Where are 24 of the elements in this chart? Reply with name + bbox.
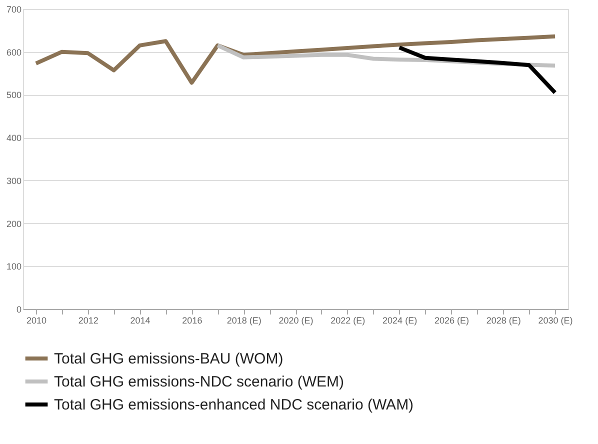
line-series [397,46,558,95]
legend-label: Total GHG emissions-BAU (WOM) [54,350,284,368]
line-series [34,34,558,85]
x-tick-label: 2016 [182,316,202,326]
x-tick-label: 2026 (E) [434,316,469,326]
y-tick-label: 500 [6,90,22,100]
x-tick-label: 2012 [78,316,98,326]
y-tick-label: 300 [6,176,22,186]
y-tick-label: 0 [16,304,22,314]
legend-label: Total GHG emissions-enhanced NDC scenario (WAM) [54,396,414,414]
x-tick-label: 2020 (E) [278,316,314,326]
x-tick-label: 2018 (E) [226,316,262,326]
y-tick-label: 100 [6,262,22,272]
legend-label: Total GHG emissions-NDC scenario (WEM) [54,374,344,390]
y-tick-label: 400 [6,133,22,144]
x-tick-label: 2028 (E) [486,316,521,326]
x-tick-label: 2030 (E) [538,316,573,326]
x-tick-label: 2010 [26,316,46,326]
x-tick-label: 2022 (E) [330,316,366,326]
x-tick-label: 2014 [130,316,150,326]
y-tick-label: 700 [6,4,22,14]
x-tick-label: 2024 (E) [382,316,418,326]
y-tick-label: 600 [6,47,22,58]
y-tick-label: 200 [6,218,22,229]
